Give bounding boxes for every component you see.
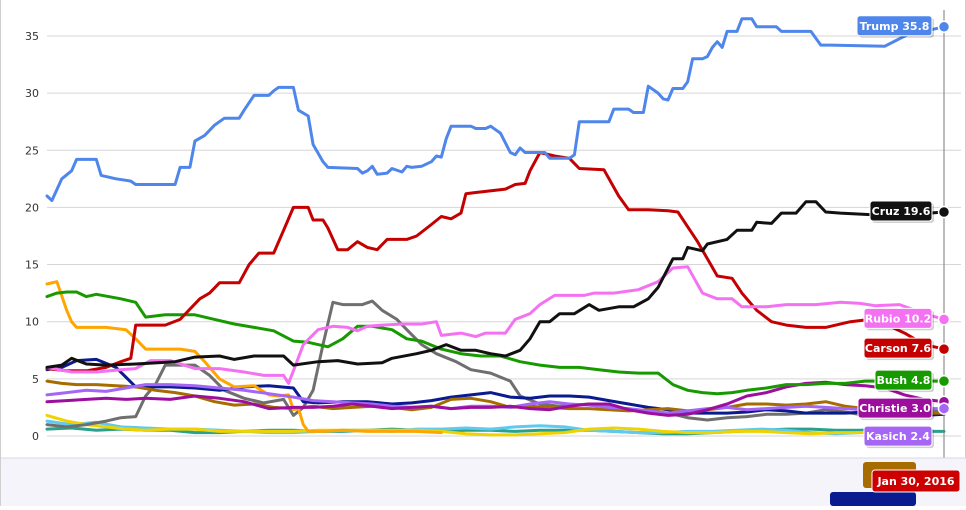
- y-tick-label: 0: [32, 430, 39, 443]
- endpoint-cruz: [937, 205, 951, 219]
- date-box: [871, 469, 961, 493]
- series-label-christie: Christie 3.0: [857, 397, 934, 421]
- series-endpoints: [937, 20, 951, 415]
- series-label-cruz: Cruz 19.6: [869, 200, 934, 223]
- endpoint-trump: [937, 20, 951, 34]
- gridlines: [47, 10, 964, 458]
- label-text: Bush 4.8: [877, 374, 931, 387]
- series-line-walker: [45, 299, 946, 429]
- series-label-rubio: Rubio 10.2: [863, 307, 934, 331]
- series-label-kasich: Kasich 2.4: [863, 425, 934, 449]
- label-box: [869, 200, 933, 222]
- label-box: [863, 425, 933, 447]
- label-text: Rubio 10.2: [865, 312, 931, 325]
- endpoint-bush: [937, 374, 951, 388]
- y-tick-label: 30: [25, 87, 39, 100]
- label-text: Carson 7.6: [865, 342, 932, 355]
- series-line-rubio: [45, 265, 946, 385]
- series-line-huckabee: [45, 357, 946, 417]
- y-tick-label: 25: [25, 144, 39, 157]
- series-line-trump: [45, 17, 946, 202]
- series-label-trump: Trump 35.8: [856, 15, 934, 38]
- label-text: Kasich 2.4: [866, 430, 930, 443]
- plot-area: [47, 10, 964, 458]
- y-tick-label: 5: [32, 373, 39, 386]
- series-line-paul: [45, 379, 946, 415]
- series-labels: Trump 35.8 Cruz 19.6 Rubio 10.2 Carson 7.6 B…: [856, 15, 934, 449]
- label-text: Trump 35.8: [860, 20, 930, 33]
- endpoint-rubio: [937, 313, 951, 326]
- series-label-carson: Carson 7.6: [863, 337, 934, 361]
- y-tick-label: 20: [25, 201, 39, 214]
- series-line-perry: [45, 413, 926, 437]
- endpoint-kasich: [937, 402, 951, 415]
- y-axis-ticks: 0 5 10 15 20 25 30 35: [25, 30, 39, 443]
- series-lines: [45, 17, 946, 437]
- series-line-fiorina: [45, 280, 443, 435]
- label-box: [874, 369, 933, 391]
- label-text: Cruz 19.6: [872, 205, 931, 218]
- cursor-date-label: Jan 30, 2016: [876, 475, 954, 488]
- label-box: [863, 307, 933, 329]
- x-axis-footer: Jan 30, 2016: [1, 457, 966, 506]
- huckabee-tab: [830, 492, 916, 506]
- series-line-carson: [45, 151, 946, 373]
- y-tick-label: 10: [25, 316, 39, 329]
- label-text: Christie 3.0: [859, 402, 931, 415]
- endpoint-carson: [937, 342, 951, 356]
- series-line-cruz: [45, 200, 946, 369]
- y-tick-label: 35: [25, 30, 39, 43]
- series-label-bush: Bush 4.8: [874, 369, 934, 393]
- label-box: [856, 15, 933, 37]
- label-box: [857, 397, 933, 419]
- y-tick-label: 15: [25, 259, 39, 272]
- cursor-date-tabs: Jan 30, 2016: [830, 462, 961, 506]
- series-line-bush: [45, 290, 946, 396]
- x-axis-band: [1, 458, 966, 506]
- label-box: [863, 337, 933, 359]
